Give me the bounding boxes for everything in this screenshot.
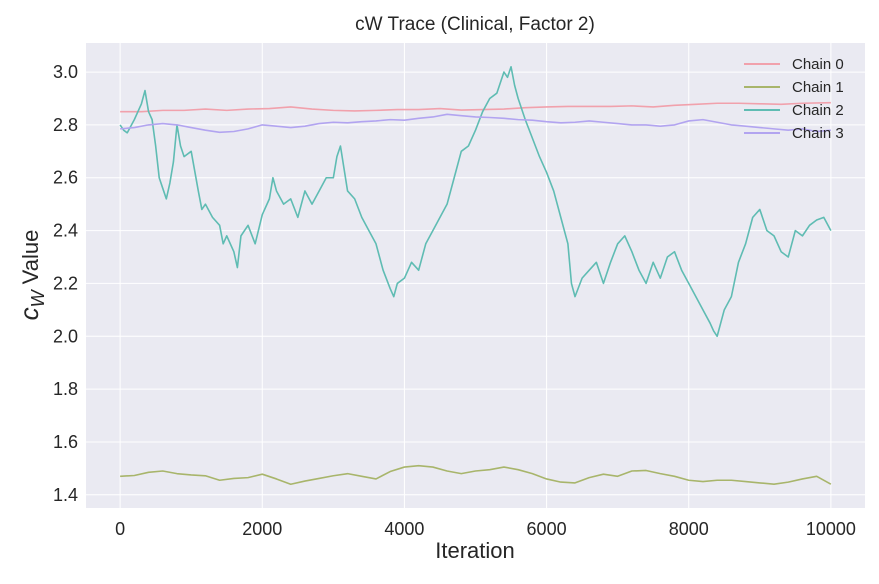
y-tick-label: 3.0 [53,62,78,82]
x-axis-title: Iteration [435,538,515,563]
series-line-chain-0 [120,101,831,113]
y-tick-label: 2.2 [53,273,78,293]
legend-label: Chain 2 [792,102,844,119]
y-tick-label: 1.6 [53,432,78,452]
y-axis-title-math: c [14,307,44,320]
series-line-chain-1 [120,464,832,486]
y-tick-label: 1.8 [53,379,78,399]
y-axis-title-subscript: W [28,288,48,307]
plot-area [86,43,865,508]
x-tick-label: 0 [115,519,125,539]
x-tick-label: 2000 [242,519,282,539]
x-tick-label: 10000 [806,519,856,539]
chart-title: cW Trace (Clinical, Factor 2) [355,14,595,35]
x-tick-label: 6000 [527,519,567,539]
y-tick-label: 2.6 [53,168,78,188]
legend: Chain 0 Chain 1 Chain 2 Chain 3 [744,56,844,142]
legend-label: Chain 3 [792,125,844,142]
series-line-chain-2 [119,65,832,338]
series-line-chain-3 [120,113,831,134]
legend-label: Chain 0 [792,56,844,73]
y-axis-ticks: 1.4 1.6 1.8 2.0 2.2 2.4 2.6 2.8 3.0 [53,62,78,505]
y-axis-title: cW Value [14,230,48,321]
x-tick-label: 8000 [669,519,709,539]
y-tick-label: 2.4 [53,221,78,241]
x-tick-label: 4000 [384,519,424,539]
y-tick-label: 2.8 [53,115,78,135]
legend-label: Chain 1 [792,79,844,96]
y-axis-title-text: Value [18,230,43,285]
series-lines [119,65,832,486]
y-tick-label: 2.0 [53,326,78,346]
y-tick-label: 1.4 [53,485,78,505]
x-axis-ticks: 0 2000 4000 6000 8000 10000 [115,519,856,539]
